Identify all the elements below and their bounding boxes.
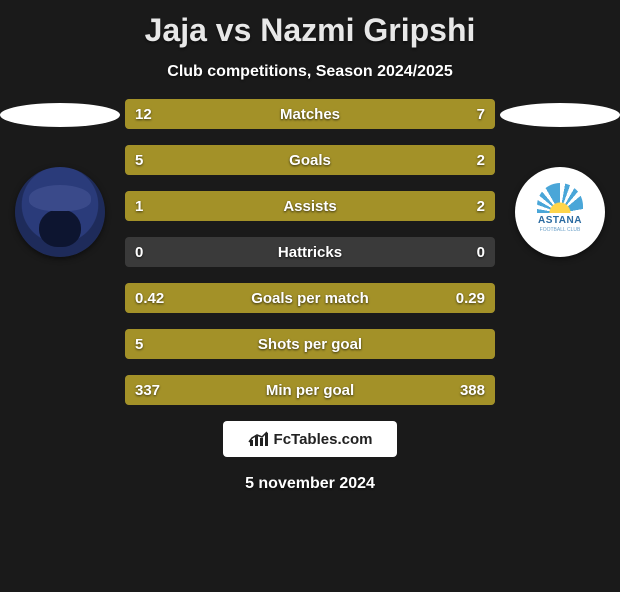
stat-value-left: 12 xyxy=(125,99,162,129)
comparison-content: ΠΑΦΟΣ ASTANA FOOTBALL CLUB 127Matches52G… xyxy=(0,99,620,405)
club-badge-right-sub: FOOTBALL CLUB xyxy=(515,227,605,233)
stat-value-right: 0 xyxy=(467,237,495,267)
date-label: 5 november 2024 xyxy=(0,475,620,493)
player-right-placeholder-icon xyxy=(500,103,620,127)
stat-row: 52Goals xyxy=(125,145,495,175)
stat-bars-container: 127Matches52Goals12Assists00Hattricks0.4… xyxy=(125,99,495,405)
stat-row: 0.420.29Goals per match xyxy=(125,283,495,313)
stat-value-right xyxy=(475,329,495,359)
club-badge-left-text: ΠΑΦΟΣ xyxy=(15,189,105,201)
club-badge-left-icon: ΠΑΦΟΣ xyxy=(15,167,105,257)
stat-value-left: 5 xyxy=(125,145,153,175)
stat-bar-left xyxy=(125,329,495,359)
player-left-placeholder-icon xyxy=(0,103,120,127)
player-right-panel: ASTANA FOOTBALL CLUB xyxy=(500,99,620,257)
stat-row: 0 0Hattricks xyxy=(125,237,495,267)
brand-logo: FcTables.com xyxy=(223,421,397,457)
stat-value-left: 5 xyxy=(125,329,153,359)
brand-chart-icon xyxy=(248,430,270,448)
stat-value-right: 2 xyxy=(467,191,495,221)
stat-value-left: 337 xyxy=(125,375,170,405)
stat-label: Hattricks xyxy=(125,237,495,267)
stat-bar-left xyxy=(125,145,388,175)
club-badge-right-icon: ASTANA FOOTBALL CLUB xyxy=(515,167,605,257)
stat-row: 337388Min per goal xyxy=(125,375,495,405)
stat-value-left: 0 xyxy=(125,237,153,267)
stat-value-right: 2 xyxy=(467,145,495,175)
player-left-panel: ΠΑΦΟΣ xyxy=(0,99,120,257)
page-title: Jaja vs Nazmi Gripshi xyxy=(0,12,620,49)
stat-value-right: 0.29 xyxy=(446,283,495,313)
stat-row: 5Shots per goal xyxy=(125,329,495,359)
stat-value-right: 388 xyxy=(450,375,495,405)
stat-bar-right xyxy=(247,191,495,221)
subtitle: Club competitions, Season 2024/2025 xyxy=(0,63,620,81)
stat-row: 12Assists xyxy=(125,191,495,221)
stat-value-right: 7 xyxy=(467,99,495,129)
stat-value-left: 1 xyxy=(125,191,153,221)
club-badge-right-text: ASTANA xyxy=(515,215,605,226)
stat-value-left: 0.42 xyxy=(125,283,174,313)
stat-row: 127Matches xyxy=(125,99,495,129)
brand-text: FcTables.com xyxy=(274,431,373,448)
